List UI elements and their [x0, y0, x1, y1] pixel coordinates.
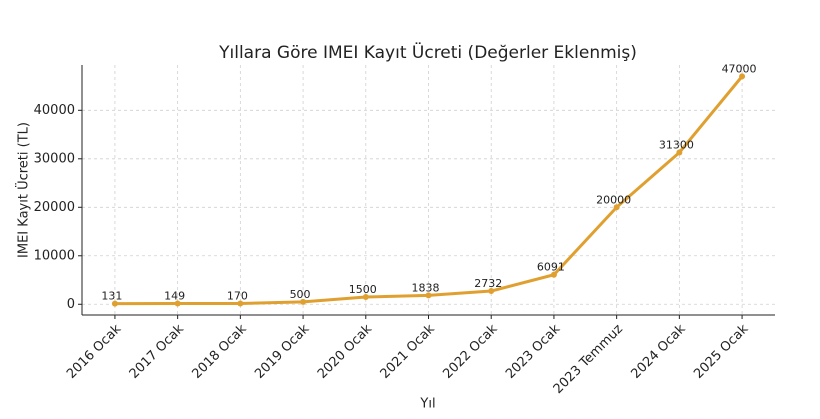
data-label: 47000 — [722, 62, 757, 75]
marker — [174, 300, 181, 307]
x-axis-label: Yıl — [419, 397, 435, 412]
data-label: 1500 — [349, 283, 377, 296]
y-tick-label: 10000 — [34, 248, 75, 263]
marker — [676, 149, 683, 156]
x-tick-label: 2017 Ocak — [127, 321, 188, 382]
data-label: 2732 — [474, 277, 502, 290]
y-tick-label: 0 — [67, 297, 75, 312]
x-tick-label: 2024 Ocak — [628, 321, 689, 382]
marker — [613, 204, 620, 211]
x-tick-label: 2016 Ocak — [64, 321, 125, 382]
data-label: 131 — [101, 290, 122, 303]
x-tick-label: 2022 Ocak — [440, 321, 501, 382]
marker — [362, 293, 369, 300]
y-tick-label: 30000 — [34, 151, 75, 166]
marker — [739, 73, 746, 80]
marker — [111, 300, 118, 307]
marker — [237, 300, 244, 307]
marker — [300, 298, 307, 305]
x-tick-label: 2019 Ocak — [252, 321, 313, 382]
marker — [550, 271, 557, 278]
marker — [425, 292, 432, 299]
y-tick-label: 20000 — [34, 200, 75, 215]
y-axis-label: IMEI Kayıt Ücreti (TL) — [15, 122, 32, 258]
data-label: 31300 — [659, 138, 694, 151]
data-label: 170 — [227, 289, 248, 302]
marker — [488, 288, 495, 295]
x-tick-label: 2023 Ocak — [503, 321, 564, 382]
chart-title: Yıllara Göre IMEI Kayıt Ücreti (Değerler… — [218, 41, 637, 63]
data-label: 20000 — [596, 193, 631, 206]
data-label: 1838 — [412, 281, 440, 294]
y-tick-label: 40000 — [34, 103, 75, 118]
data-label: 149 — [164, 290, 185, 303]
x-tick-label: 2025 Ocak — [691, 321, 752, 382]
data-label: 500 — [290, 288, 311, 301]
x-tick-label: 2018 Ocak — [189, 321, 250, 382]
data-label: 6091 — [537, 261, 565, 274]
x-tick-label: 2020 Ocak — [315, 321, 376, 382]
x-tick-label: 2021 Ocak — [378, 321, 439, 382]
